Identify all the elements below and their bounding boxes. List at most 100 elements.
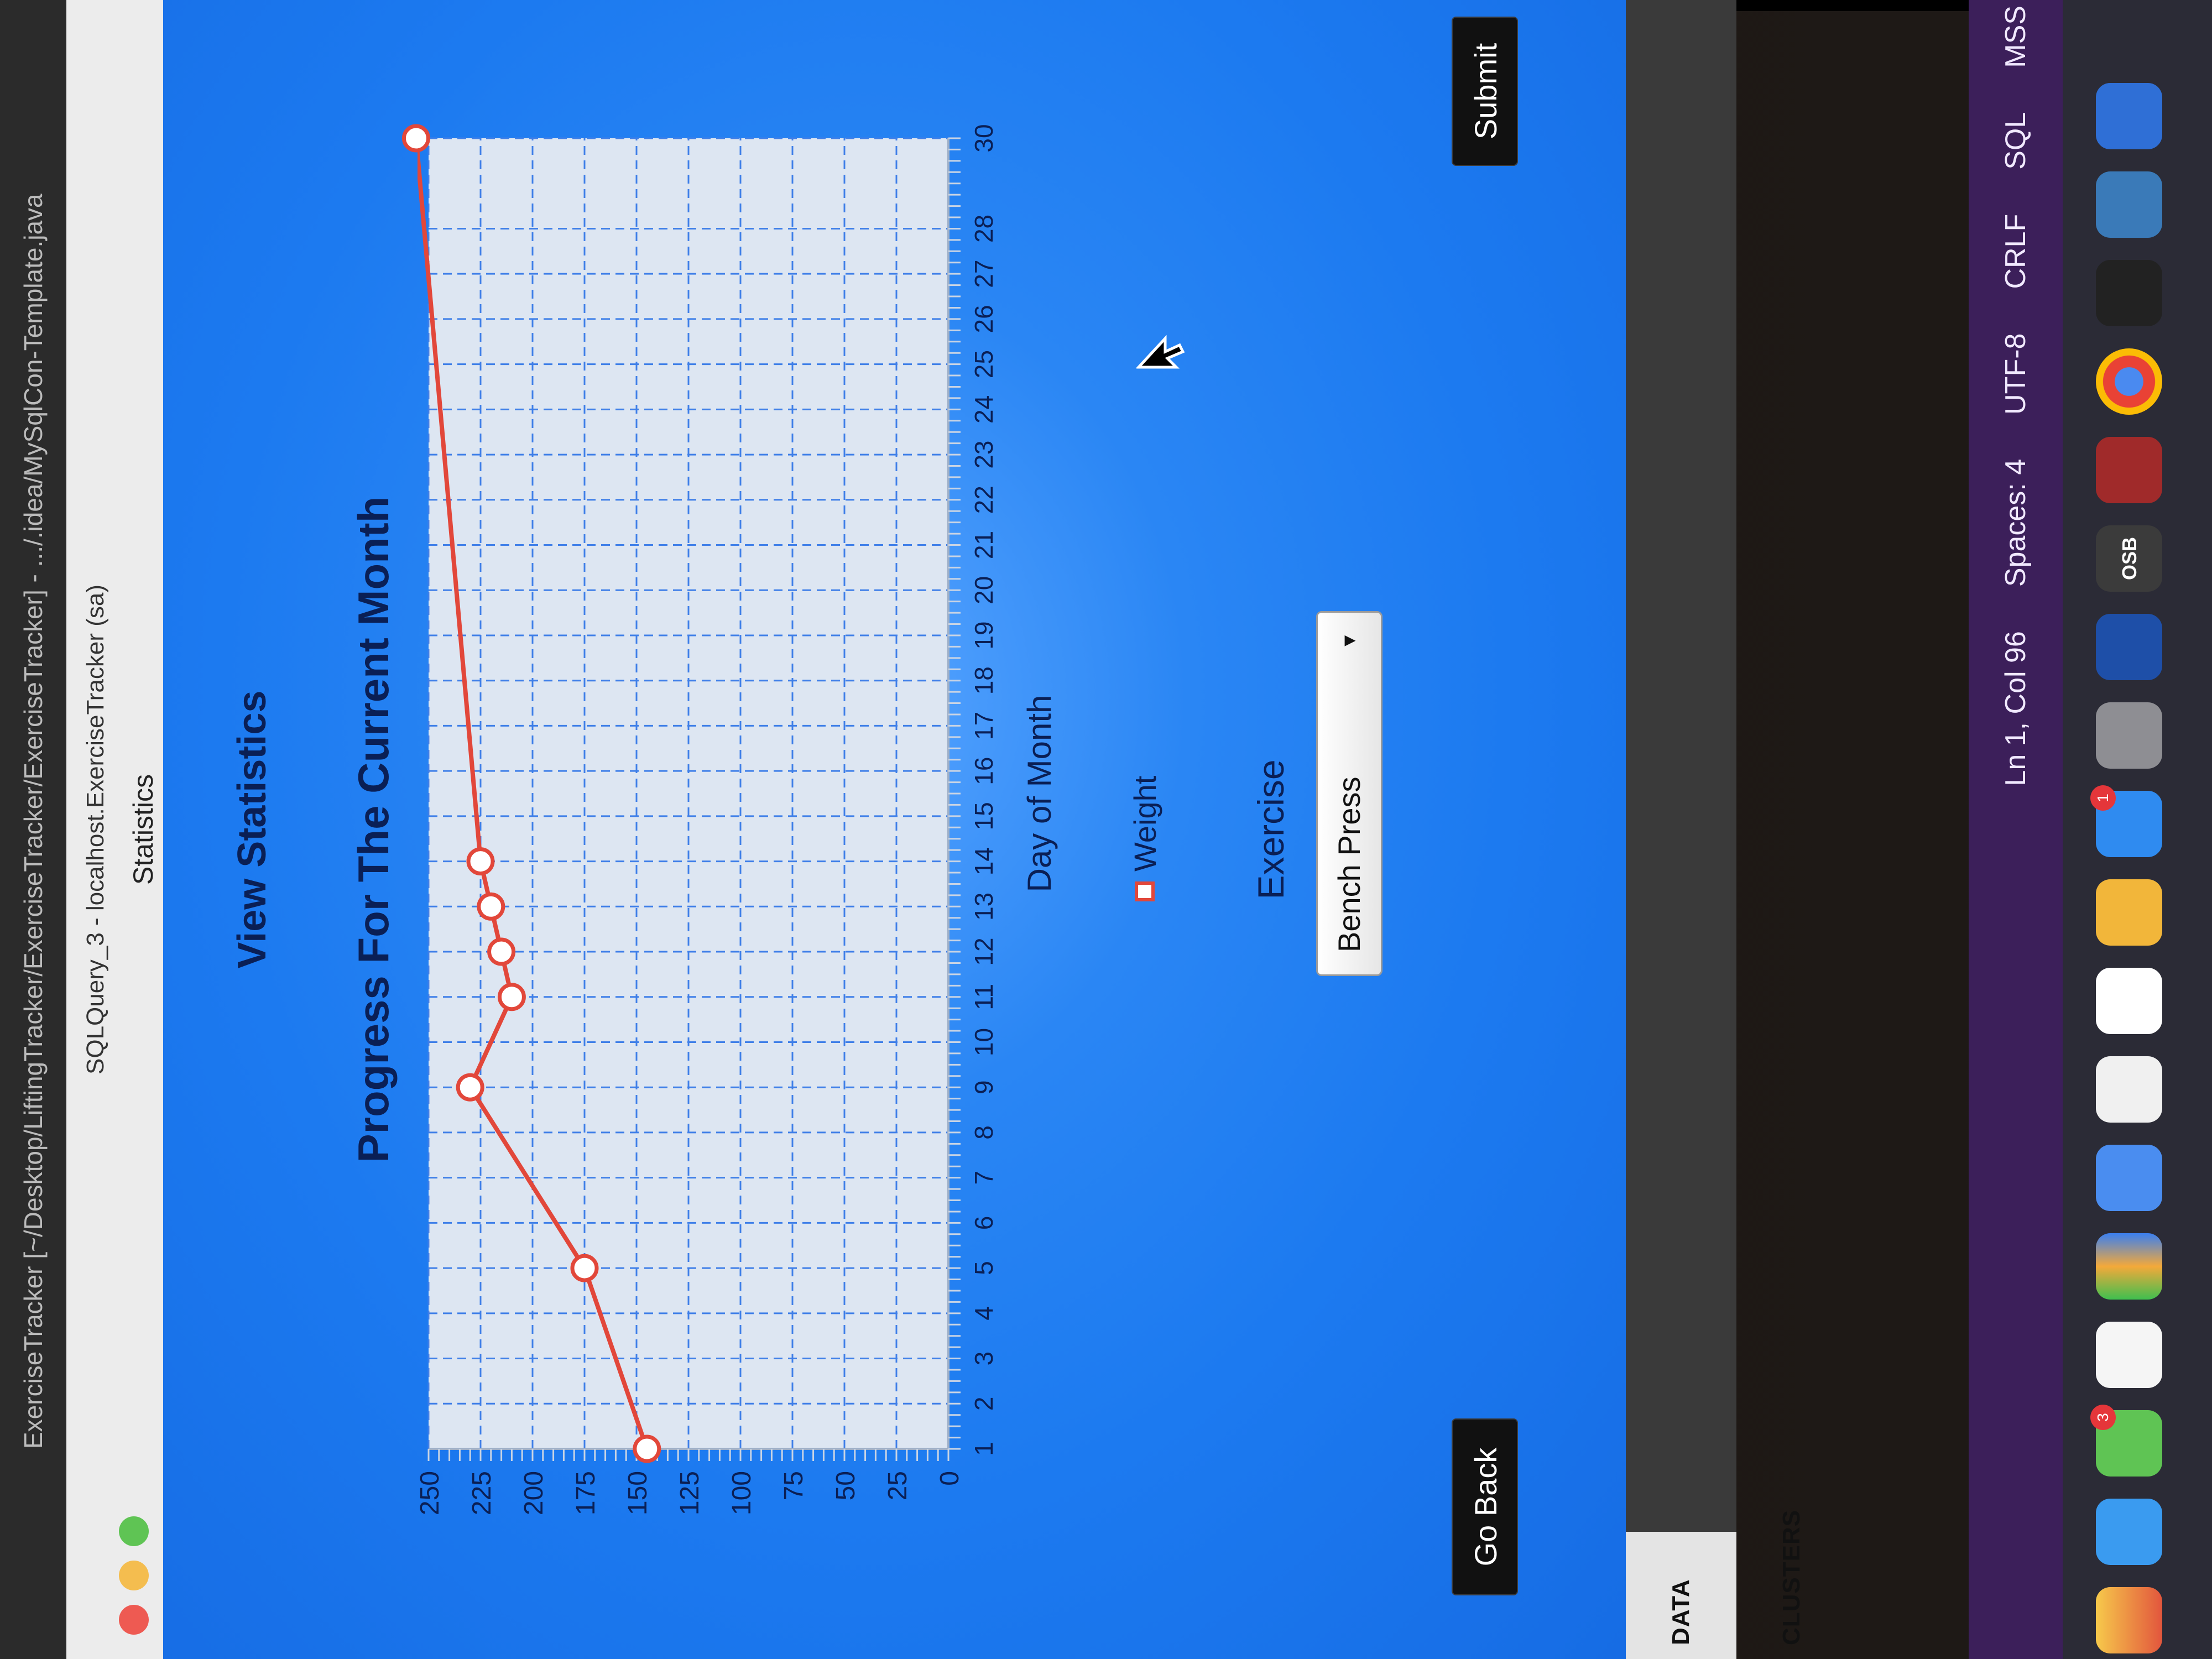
x-tick-label: 28: [969, 215, 998, 243]
data-point-weight: [570, 1254, 599, 1282]
y-tick-label: 150: [623, 1471, 653, 1515]
data-clusters-header[interactable]: DATA CLUSTERS: [1626, 1510, 1805, 1659]
status-encoding[interactable]: UTF-8: [2000, 333, 2032, 415]
status-indentation[interactable]: Spaces: 4: [2000, 458, 2032, 587]
editor-status-bar: Ln 1, Col 96 Spaces: 4 UTF-8 CRLF SQL MS…: [1969, 0, 2063, 1659]
statistics-content: View Statistics Progress For The Current…: [163, 0, 1626, 1659]
x-tick-label: 5: [969, 1261, 998, 1275]
ide-side-panel: DATA CLUSTERS: [1626, 0, 1805, 1659]
mysql-workbench-icon[interactable]: [2096, 171, 2162, 238]
data-point-weight: [466, 847, 495, 876]
mouse-pointer-icon: [1136, 335, 1185, 369]
itunes-icon[interactable]: [2096, 968, 2162, 1034]
intellij-icon[interactable]: [2096, 437, 2162, 503]
exercise-label: Exercise: [1250, 759, 1291, 900]
vscode-icon[interactable]: [2096, 83, 2162, 149]
y-tick-label: 25: [883, 1471, 912, 1500]
mac-dock: 3 1 OSB: [2063, 0, 2212, 1659]
x-tick-label: 18: [969, 666, 998, 695]
x-tick-label: 22: [969, 486, 998, 514]
x-tick-label: 20: [969, 576, 998, 604]
window-titlebar: SQLQuery_3 - localhost.ExerciseTracker (…: [66, 0, 164, 1659]
statistics-window: SQLQuery_3 - localhost.ExerciseTracker (…: [66, 0, 1626, 1659]
x-tick-label: 27: [969, 260, 998, 288]
x-tick-label: 24: [969, 395, 998, 424]
y-tick-label: 175: [571, 1471, 601, 1515]
keynote-icon[interactable]: [2096, 1145, 2162, 1211]
status-items: Ln 1, Col 96 Spaces: 4 UTF-8 CRLF SQL MS…: [1969, 0, 2063, 786]
data-point-weight: [487, 937, 516, 966]
y-tick-label: 0: [935, 1471, 964, 1486]
status-cursor-position[interactable]: Ln 1, Col 96: [2000, 631, 2032, 786]
exercise-select[interactable]: Bench Press ▼: [1316, 611, 1383, 976]
terminal-icon[interactable]: [2096, 260, 2162, 326]
exercise-select-value: Bench Press: [1332, 776, 1366, 953]
mamp-icon[interactable]: [2096, 614, 2162, 680]
x-tick-label: 16: [969, 757, 998, 785]
app-store-icon[interactable]: 1: [2090, 785, 2162, 857]
x-tick-label: 6: [969, 1216, 998, 1230]
x-tick-label: 25: [969, 350, 998, 378]
news-icon[interactable]: [2096, 1056, 2162, 1123]
window-title: Statistics: [128, 774, 159, 885]
photos-icon[interactable]: [2096, 1587, 2162, 1653]
x-tick-label: 26: [969, 305, 998, 333]
facetime-badge: 3: [2090, 1405, 2116, 1430]
x-tick-label: 21: [969, 531, 998, 559]
x-tick-label: 4: [969, 1306, 998, 1321]
x-tick-label: 17: [969, 712, 998, 740]
x-tick-label: 12: [969, 937, 998, 966]
data-point-weight: [497, 983, 526, 1011]
x-tick-label: 9: [969, 1080, 998, 1094]
x-tick-label: 1: [969, 1442, 998, 1456]
x-tick-label: 30: [969, 124, 998, 152]
ibooks-icon[interactable]: [2096, 879, 2162, 946]
messages-icon[interactable]: [2096, 1499, 2162, 1565]
status-language[interactable]: SQL: [2000, 112, 2032, 170]
legend-label-weight: Weight: [1127, 775, 1162, 872]
x-tick-label: 3: [969, 1352, 998, 1366]
x-tick-label: 11: [969, 984, 998, 1010]
x-tick-label: 14: [969, 847, 998, 875]
calendar-icon[interactable]: [2096, 1322, 2162, 1388]
y-tick-label: 200: [519, 1471, 549, 1515]
x-tick-label: 10: [969, 1028, 998, 1056]
y-tick-label: 225: [467, 1471, 497, 1515]
status-extra[interactable]: MSS: [2000, 6, 2032, 68]
data-point-weight: [401, 124, 430, 153]
status-line-endings[interactable]: CRLF: [2000, 213, 2032, 289]
dropdown-arrow-icon: ▼: [1339, 632, 1360, 650]
chart-title: Progress For The Current Month: [349, 496, 398, 1163]
numbers-icon[interactable]: [2096, 1233, 2162, 1300]
x-tick-label: 8: [969, 1125, 998, 1140]
y-tick-label: 50: [831, 1471, 860, 1500]
x-tick-label: 2: [969, 1396, 998, 1411]
app-store-badge: 1: [2090, 785, 2116, 811]
x-tick-label: 23: [969, 440, 998, 468]
data-point-weight: [633, 1434, 661, 1463]
window-subtitle: SQLQuery_3 - localhost.ExerciseTracker (…: [82, 585, 109, 1074]
data-point-weight: [456, 1073, 484, 1102]
data-clusters-label: DATA CLUSTERS: [1667, 1509, 1805, 1645]
x-tick-label: 15: [969, 802, 998, 830]
x-tick-label: 19: [969, 621, 998, 649]
system-preferences-icon[interactable]: [2096, 702, 2162, 769]
legend-swatch-weight: [1135, 881, 1155, 901]
osb-label: OSB: [2118, 537, 2141, 581]
go-back-button[interactable]: Go Back: [1452, 1418, 1518, 1595]
progress-chart: 0255075100125150175200225250123456789101…: [401, 124, 1058, 1515]
y-tick-label: 75: [779, 1471, 808, 1500]
y-tick-label: 125: [675, 1471, 705, 1515]
submit-button[interactable]: Submit: [1452, 17, 1518, 166]
facetime-icon[interactable]: 3: [2090, 1405, 2162, 1477]
osb-icon[interactable]: OSB: [2096, 525, 2162, 592]
page-heading: View Statistics: [230, 690, 274, 969]
ide-title-bar: ExerciseTracker [~/Desktop/LiftingTracke…: [0, 0, 66, 1659]
chrome-icon[interactable]: [2096, 348, 2162, 415]
chart-legend: Weight: [1123, 776, 1167, 901]
x-axis-label: Day of Month: [1021, 695, 1058, 893]
data-point-weight: [477, 892, 505, 921]
x-tick-label: 7: [969, 1171, 998, 1185]
